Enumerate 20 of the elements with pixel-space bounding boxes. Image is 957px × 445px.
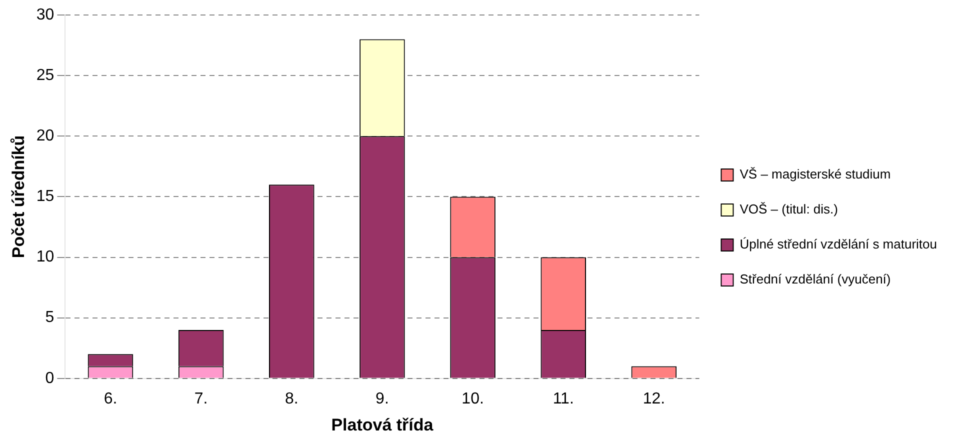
legend-label: Střední vzdělání (vyučení) [740,272,891,287]
legend-label: VŠ – magisterské studium [740,166,891,182]
y-tick-label: 20 [36,128,54,145]
y-tick-label: 30 [36,6,54,24]
x-tick-label: 12. [642,390,666,408]
x-tick-label: 8. [284,390,298,408]
y-axis-title: Počet úředníků [8,135,28,258]
y-tick-label: 0 [45,370,54,387]
x-tick-label: 11. [552,390,574,408]
x-tick-label: 10. [462,390,484,408]
legend-label: VOŠ – (titul: dis.) [740,202,838,217]
legend-label: Úplné střední vzdělání s maturitou [740,236,938,252]
y-tick-label: 5 [45,309,54,326]
y-tick-label: 10 [36,248,54,266]
y-tick-label: 25 [36,66,54,84]
x-axis-title: Platová třída [331,415,434,434]
y-tick-label: 15 [36,188,54,206]
x-tick-label: 7. [194,390,208,408]
x-tick-label: 6. [104,390,118,408]
x-tick-label: 9. [376,390,389,408]
